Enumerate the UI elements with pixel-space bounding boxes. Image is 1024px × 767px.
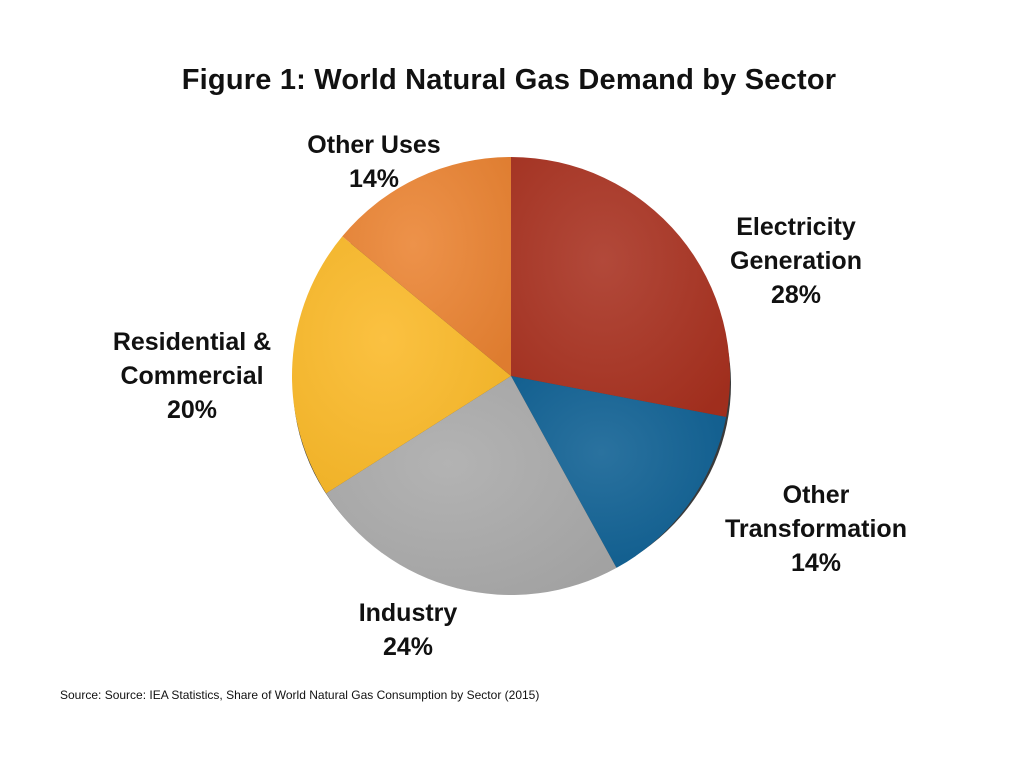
label-electricity-generation-value: 28% <box>770 281 822 309</box>
label-residential-commercial: Residential & Commercial 20% <box>82 325 302 427</box>
label-residential-commercial-line1: Residential & <box>112 328 272 356</box>
label-residential-commercial-value: 20% <box>166 396 218 424</box>
label-industry: Industry 24% <box>318 596 498 664</box>
label-other-uses-line1: Other Uses <box>307 131 441 159</box>
pie-slice-residential-commercial <box>291 236 511 494</box>
label-other-transformation-value: 14% <box>790 549 842 577</box>
label-other-transformation-line2: Transformation <box>725 515 907 543</box>
label-residential-commercial-line2: Commercial <box>120 362 264 390</box>
label-industry-line1: Industry <box>358 599 458 627</box>
label-electricity-generation-line2: Generation <box>730 247 862 275</box>
label-other-transformation: Other Transformation 14% <box>696 478 936 580</box>
label-electricity-generation-line1: Electricity <box>736 213 856 241</box>
pie-slice-other-transformation <box>511 376 727 568</box>
pie-slice-other-uses <box>342 157 511 376</box>
label-other-uses-value: 14% <box>348 165 400 193</box>
pie-slice-industry <box>326 376 617 595</box>
chart-title: Figure 1: World Natural Gas Demand by Se… <box>181 64 837 96</box>
label-electricity-generation: Electricity Generation 28% <box>686 210 906 312</box>
source-note: Source: Source: IEA Statistics, Share of… <box>60 688 540 702</box>
label-other-uses: Other Uses 14% <box>274 128 474 196</box>
label-industry-value: 24% <box>382 633 434 661</box>
pie-slice-electricity-generation <box>511 157 730 418</box>
label-other-transformation-line1: Other <box>782 481 850 509</box>
